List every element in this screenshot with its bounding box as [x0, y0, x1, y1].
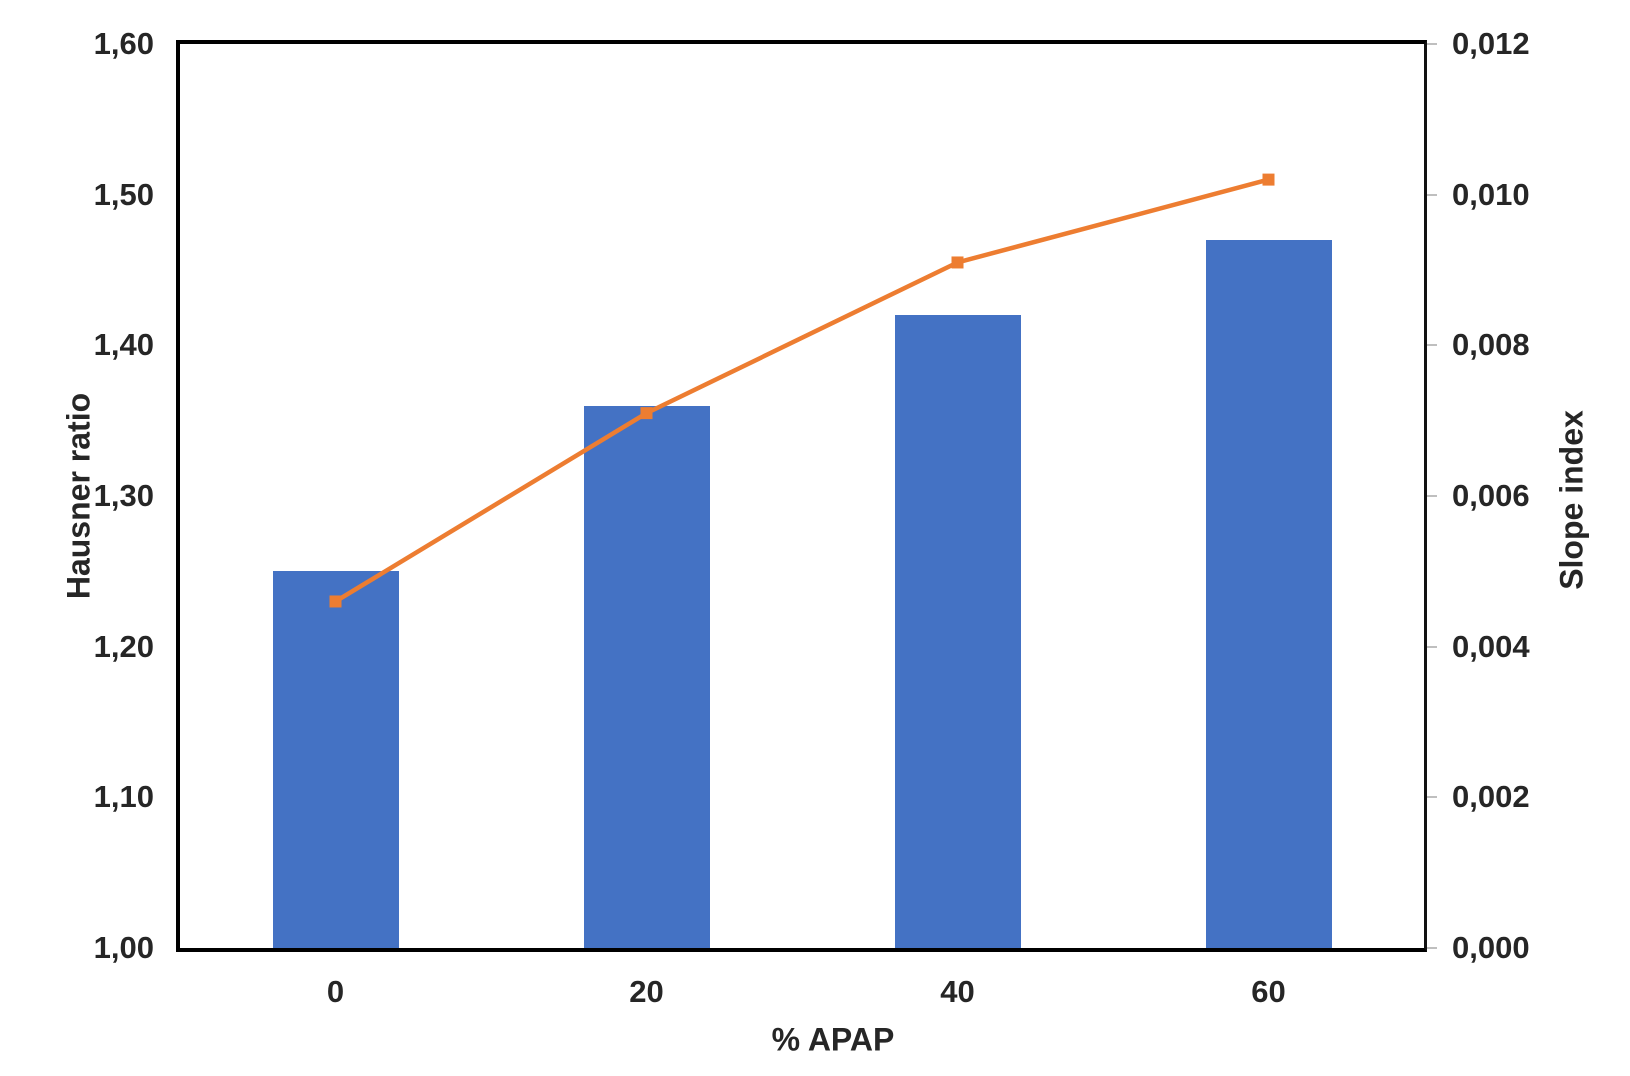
x-axis-tick-label-40: 40 [940, 974, 975, 1009]
y-axis-tick-label-left: 1,40 [93, 327, 154, 363]
y-axis-tick-label-left: 1,10 [93, 779, 154, 815]
y-axis-tick-mark-right [1427, 344, 1437, 347]
line-marker-20 [640, 407, 653, 420]
line-marker-40 [951, 256, 964, 269]
y-axis-tick-label-right: 0,010 [1452, 176, 1530, 212]
y-axis-tick-label-right: 0,012 [1452, 26, 1530, 61]
bar-0 [272, 571, 399, 948]
y-axis-tick-mark-right [1427, 645, 1437, 648]
line-marker-0 [329, 595, 342, 608]
y-axis-tick-label-left: 1,50 [93, 176, 154, 212]
y-axis-title-right: Slope index [1553, 410, 1590, 590]
x-axis-tick-label-20: 20 [629, 974, 664, 1009]
bar-60 [1205, 239, 1332, 948]
line-marker-60 [1262, 173, 1275, 186]
x-axis-tick-label-60: 60 [1251, 974, 1286, 1009]
y-axis-tick-label-right: 0,004 [1452, 628, 1530, 664]
x-axis-title: % APAP [771, 1021, 895, 1058]
y-axis-tick-mark-right [1427, 947, 1437, 949]
x-axis-tick-label-0: 0 [326, 974, 345, 1009]
y-axis-tick-label-right: 0,008 [1452, 327, 1530, 363]
y-axis-tick-mark-right [1427, 43, 1437, 45]
y-axis-tick-mark-right [1427, 193, 1437, 196]
plot-area [176, 40, 1427, 952]
y-axis-tick-label-left: 1,00 [93, 930, 154, 965]
y-axis-tick-label-left: 1,60 [93, 26, 154, 61]
line-series-layer [329, 173, 1275, 608]
y-axis-tick-mark-right [1427, 796, 1437, 799]
y-axis-tick-label-left: 1,30 [93, 478, 154, 513]
y-axis-tick-label-right: 0,006 [1452, 478, 1530, 513]
bar-40 [894, 315, 1021, 948]
y-axis-tick-label-left: 1,20 [93, 628, 154, 664]
bar-20 [583, 405, 710, 948]
y-axis-tick-label-right: 0,000 [1452, 930, 1530, 965]
y-axis-tick-label-right: 0,002 [1452, 779, 1530, 815]
line-series [333, 177, 1271, 604]
y-axis-tick-mark-right [1427, 495, 1437, 497]
